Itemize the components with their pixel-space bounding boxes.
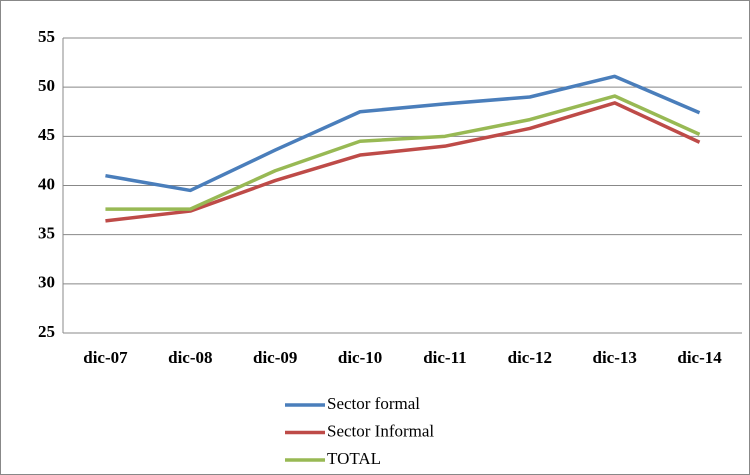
y-tick-label: 45	[38, 125, 55, 144]
x-tick-label: dic-14	[677, 348, 722, 367]
x-tick-label: dic-07	[83, 348, 128, 367]
y-tick-label: 35	[38, 224, 55, 243]
series-line	[105, 101, 701, 223]
x-tick-label: dic-08	[168, 348, 212, 367]
y-tick-label: 40	[38, 174, 55, 193]
x-tick-label: dic-09	[253, 348, 297, 367]
x-tick-label: dic-12	[508, 348, 552, 367]
y-tick-label: 55	[38, 27, 55, 46]
legend-label: TOTAL	[327, 449, 381, 468]
y-tick-label: 50	[38, 76, 55, 95]
series-line	[105, 74, 701, 193]
legend-label: Sector formal	[327, 394, 420, 413]
y-tick-label: 25	[38, 322, 55, 341]
y-tick-label: 30	[38, 273, 55, 292]
x-tick-label: dic-13	[592, 348, 636, 367]
x-tick-label: dic-11	[423, 348, 466, 367]
x-tick-label: dic-10	[338, 348, 382, 367]
series-line	[105, 94, 701, 211]
legend-label: Sector Informal	[327, 421, 434, 440]
